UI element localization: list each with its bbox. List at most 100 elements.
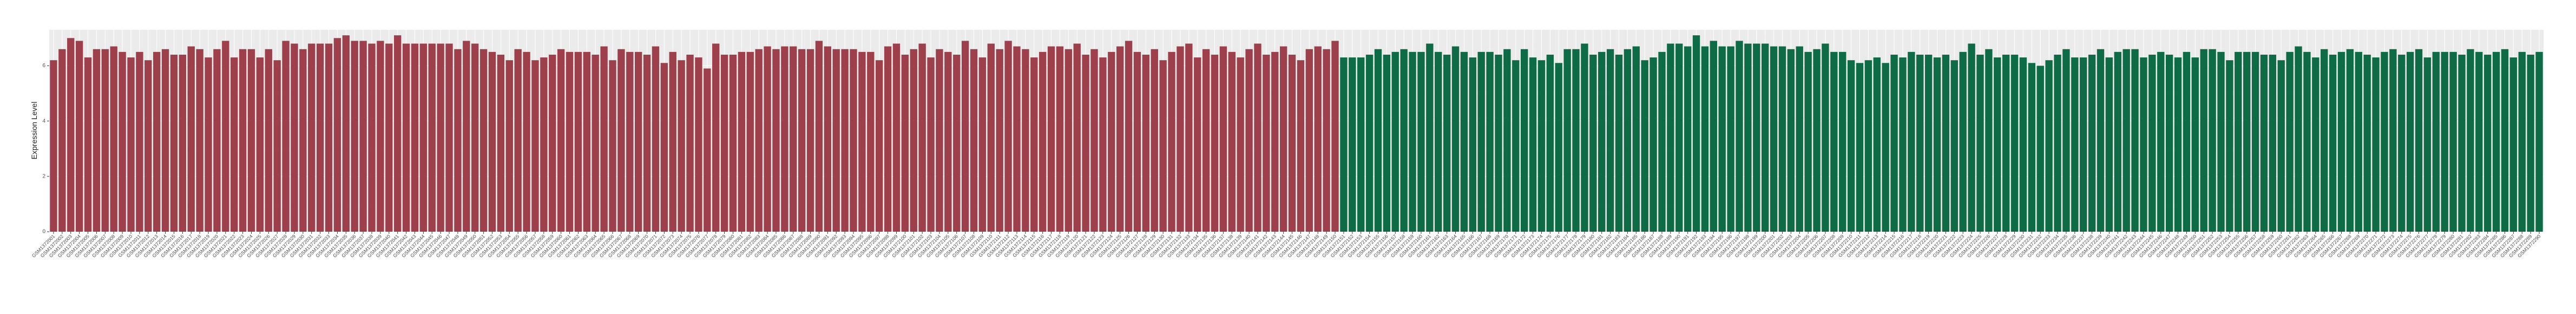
bar [479,49,488,232]
bar [961,41,969,232]
bar [2458,54,2466,232]
bar [1082,54,1089,232]
bar [953,54,961,232]
bar [1142,54,1150,232]
bar [1950,60,1958,232]
bar [1108,51,1115,232]
bar [824,46,832,232]
bar [1822,43,1829,232]
bar [2036,66,2044,232]
bar [247,49,255,232]
bar [2191,57,2199,232]
bar [1753,43,1760,232]
bar [1942,54,1950,232]
bar [1039,51,1047,232]
bar [1650,57,1657,232]
bar [2071,57,2079,232]
bar [1486,51,1494,232]
bar [1959,51,1967,232]
bar [1211,54,1219,232]
bar [231,57,238,232]
bar [1305,49,1313,232]
bar [2295,46,2302,232]
bar [325,43,333,232]
bar [1641,60,1648,232]
bar [1073,43,1081,232]
bar [2080,57,2087,232]
bar [1090,49,1098,232]
bar [196,49,203,232]
bar [359,41,367,232]
bar [850,49,857,232]
bar [1151,49,1158,232]
bar [368,43,376,232]
bar [1013,46,1021,232]
bar [2355,51,2362,232]
bar [179,54,187,232]
bar [2492,51,2500,232]
bar [333,38,341,232]
bar [1976,54,1984,232]
bar [2114,51,2121,232]
bar [540,57,548,232]
bar [1443,54,1451,232]
bar [1598,51,1606,232]
bar [781,46,788,232]
bar [686,54,694,232]
bar [2475,51,2483,232]
bar [1460,51,1468,232]
bar [910,49,917,232]
bar [970,49,978,232]
bar [592,54,599,232]
bar [1279,46,1287,232]
bar [2406,51,2414,232]
bar [136,51,143,232]
bar [2372,57,2380,232]
bar [1529,57,1537,232]
bar [119,51,126,232]
bar [153,51,161,232]
bar [2226,60,2233,232]
bar [2277,60,2285,232]
bar [222,41,229,232]
bar [2535,51,2543,232]
bar [2209,49,2216,232]
bar [2174,57,2182,232]
bar [402,43,410,232]
bar [2269,54,2277,232]
bar [1606,49,1614,232]
bar [1417,51,1425,232]
bar [1692,35,1700,232]
bar [497,54,505,232]
bar [2165,54,2173,232]
bar [291,43,298,232]
bar [574,51,582,232]
bar [144,60,152,232]
bar [609,60,616,232]
bar [772,49,780,232]
bar [798,49,806,232]
bar [2484,54,2492,232]
bar [488,51,496,232]
bar [213,49,221,232]
bar [1555,63,1562,232]
bar [2321,49,2328,232]
bar [2002,54,2010,232]
bar [626,51,634,232]
bar [1495,54,1502,232]
bar [2527,54,2534,232]
bar [2045,60,2053,232]
bar [1830,51,1838,232]
bar [2183,51,2191,232]
bar [557,49,565,232]
bar [239,49,247,232]
bar [1435,51,1442,232]
bar [1856,63,1864,232]
bar [2303,51,2311,232]
bar [93,49,101,232]
bar [652,46,660,232]
bar [2329,54,2337,232]
bar [1159,60,1167,232]
bar [1245,49,1253,232]
